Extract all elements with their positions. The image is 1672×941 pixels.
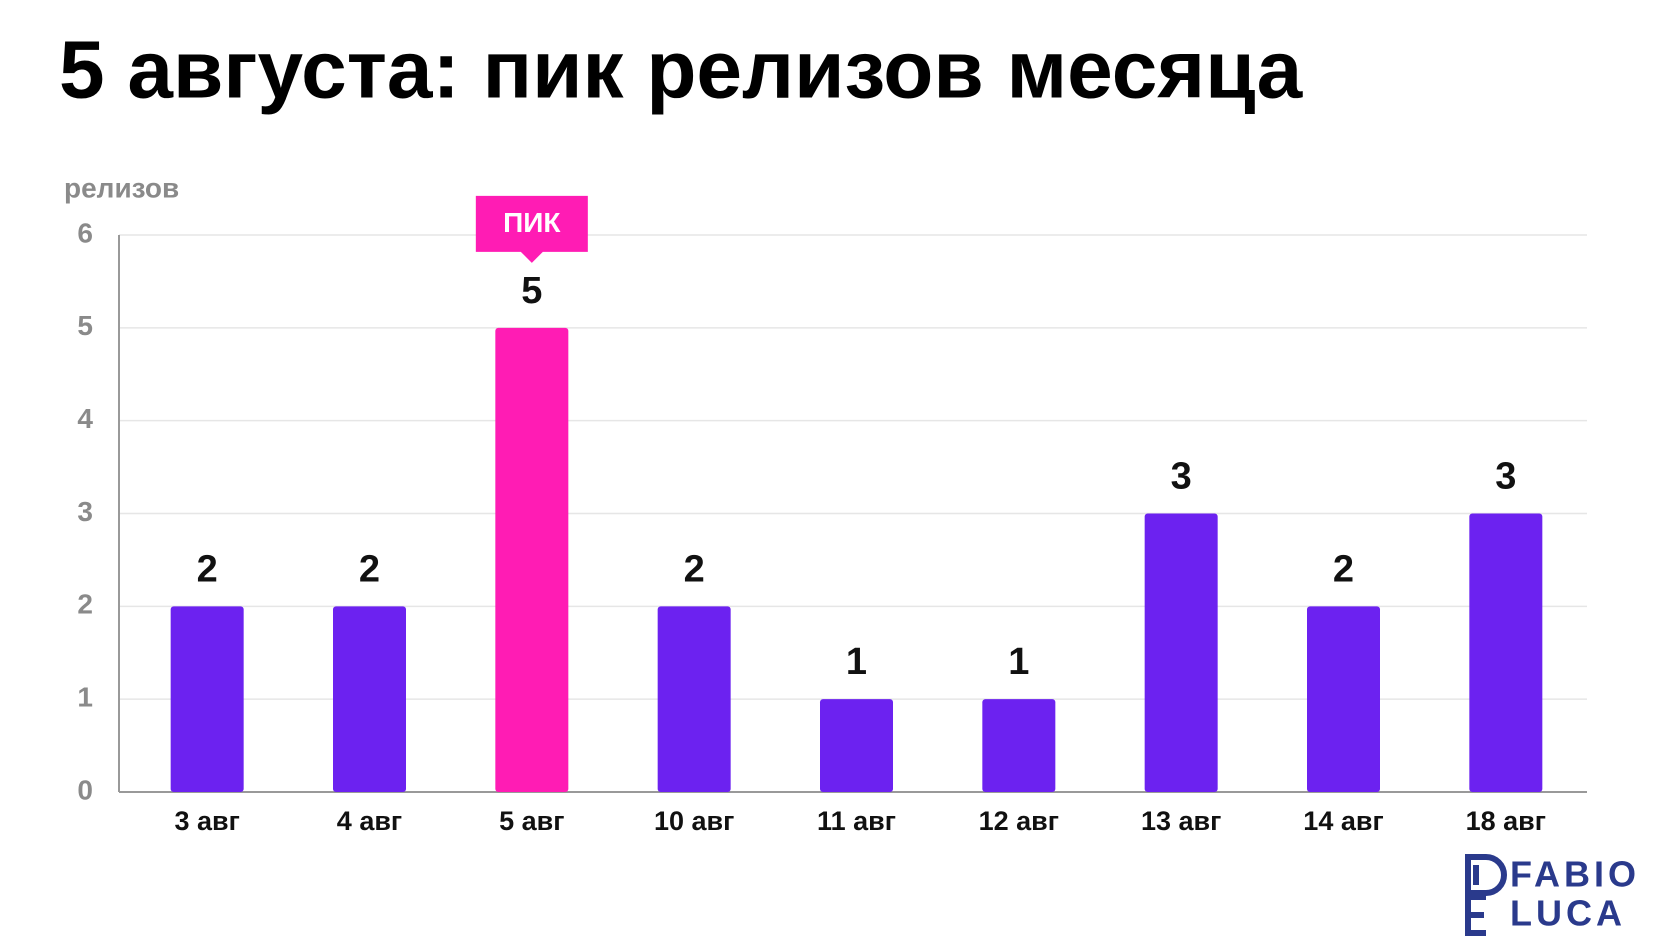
bar — [657, 606, 731, 792]
logo-text: FABIO — [1510, 854, 1640, 895]
bar — [1469, 513, 1543, 792]
value-label: 2 — [1333, 548, 1354, 590]
chart-title: 5 августа: пик релизов месяца — [59, 25, 1304, 116]
bar — [170, 606, 244, 792]
value-label: 1 — [846, 641, 867, 683]
x-tick-label: 12 авг — [979, 806, 1059, 836]
bar — [982, 699, 1056, 792]
y-tick-label: 6 — [77, 217, 93, 248]
x-tick-label: 5 авг — [499, 806, 564, 836]
x-tick-label: 18 авг — [1466, 806, 1546, 836]
y-tick-label: 4 — [77, 403, 93, 434]
annotation-box — [475, 195, 588, 263]
annotation-text: ПИК — [503, 207, 561, 238]
logo: FABIO LUCA — [1465, 854, 1640, 936]
bar — [495, 327, 569, 792]
bar — [820, 699, 893, 792]
y-tick-label: 0 — [77, 774, 93, 805]
y-tick-label: 2 — [77, 589, 93, 620]
x-tick-label: 3 авг — [174, 806, 239, 836]
x-tick-label: 11 авг — [817, 806, 896, 836]
value-label: 3 — [1495, 456, 1516, 498]
x-tick-label: 14 авг — [1303, 806, 1383, 836]
logo-e — [1465, 894, 1486, 936]
x-tick-label: 10 авг — [654, 806, 734, 836]
y-tick-label: 5 — [77, 310, 93, 341]
value-label: 5 — [521, 270, 542, 312]
logo-text: LUCA — [1510, 893, 1626, 934]
value-label: 2 — [197, 548, 218, 590]
value-label: 1 — [1008, 641, 1029, 683]
y-tick-label: 1 — [77, 682, 93, 713]
y-tick-label: 3 — [77, 496, 93, 527]
x-tick-label: 13 авг — [1141, 806, 1221, 836]
value-label: 3 — [1171, 456, 1192, 498]
x-tick-label: 4 авг — [337, 806, 402, 836]
value-label: 2 — [684, 548, 705, 590]
bar — [1144, 513, 1218, 792]
logo-d — [1465, 854, 1507, 896]
bar — [333, 606, 406, 792]
bar — [1307, 606, 1380, 792]
y-axis-label: релизов — [64, 172, 179, 203]
value-label: 2 — [359, 548, 380, 590]
